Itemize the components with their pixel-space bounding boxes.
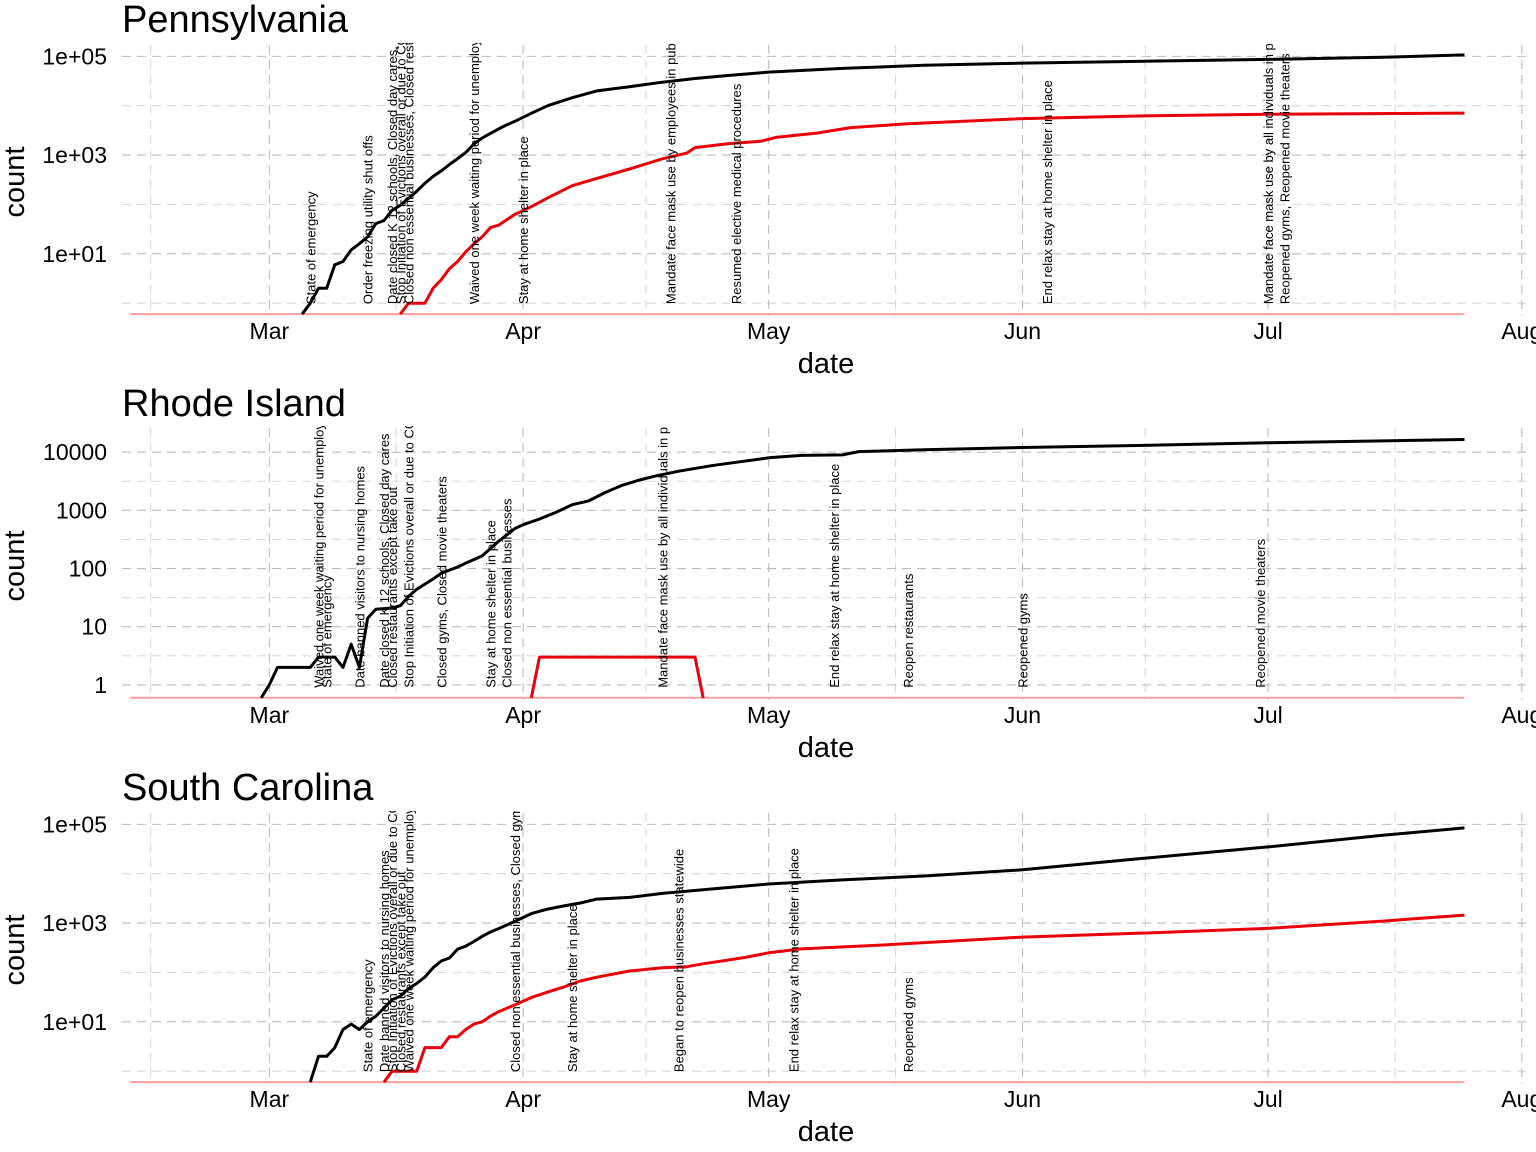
event-label: Order freezing utility shut offs <box>361 135 376 304</box>
x-tick-label: May <box>747 1086 791 1112</box>
x-tick-label: Apr <box>505 318 541 344</box>
y-tick-label: 1e+03 <box>42 910 107 936</box>
event-label: Date banned visitors to nursing homes <box>352 465 367 687</box>
series-line-red <box>529 655 705 699</box>
event-label: Closed restaurants except take out <box>393 871 408 1072</box>
event-label: Resumed elective medical procedures <box>729 83 744 304</box>
event-label: Reopened gyms, Reopened movie theaters <box>1277 53 1292 304</box>
event-label: Closed restaurants except take out <box>385 487 400 688</box>
plot-area: Mar Apr May Jun Jul Aug 1e+01 1e+03 1e+05 State o… <box>42 718 1536 1112</box>
x-tick-label: May <box>747 318 791 344</box>
y-tick-label: 10000 <box>43 439 107 465</box>
panel-title: Pennsylvania <box>122 0 349 41</box>
y-tick-label: 100 <box>69 556 107 582</box>
event-label: Closed non essential businesses, Closed … <box>508 800 523 1072</box>
y-tick-label: 1000 <box>56 497 107 523</box>
event-labels: State of emergency Date banned visitors t… <box>361 718 916 1072</box>
event-label: Reopen restaurants <box>901 573 916 688</box>
series-line-black <box>308 826 1465 1083</box>
event-label: Stay at home shelter in place <box>516 136 531 304</box>
x-tick-label: May <box>747 702 791 728</box>
y-tick-label: 1e+01 <box>42 241 107 267</box>
event-label: Stay at home shelter in place <box>483 520 498 688</box>
event-label: Date closed K 12 schools, Closed day car… <box>377 433 392 688</box>
event-labels: Waived one week waiting period for unemp… <box>312 334 1268 688</box>
event-label: Waived one week waiting period for unemp… <box>467 0 482 304</box>
x-tick-label: Mar <box>250 702 290 728</box>
y-tick-label: 1e+05 <box>42 43 107 69</box>
event-label: Closed non essential businesses, Closed … <box>402 0 417 304</box>
plot-area: Mar Apr May Jun Jul Aug 1e+01 1e+03 1e+05 State o… <box>42 0 1536 344</box>
event-label: Began to reopen businesses statewide <box>672 849 687 1072</box>
series-line-black <box>300 53 1465 316</box>
x-tick-label: Aug <box>1501 1086 1536 1112</box>
event-label: Reopened gyms <box>901 977 916 1072</box>
event-label: End relax stay at home shelter in place <box>786 848 801 1072</box>
y-axis-title: count <box>0 915 31 986</box>
event-label: Closed non essential businesses <box>500 498 515 688</box>
panel-south-carolina: South Carolina Mar Apr May Jun Jul Aug 1e+01 1e… <box>0 718 1536 1148</box>
x-tick-label: Jul <box>1253 318 1282 344</box>
y-axis-title: count <box>0 531 31 602</box>
event-label: Date closed K 12 schools, Closed day car… <box>385 0 400 304</box>
event-label: State of emergency <box>303 191 318 304</box>
series-line-red <box>399 111 1465 316</box>
event-label: Mandate face mask use by all individuals… <box>655 355 670 688</box>
x-tick-label: Jul <box>1253 702 1282 728</box>
x-tick-label: Jun <box>1004 1086 1041 1112</box>
x-tick-label: Jun <box>1004 702 1041 728</box>
x-tick-label: Apr <box>505 1086 541 1112</box>
event-label: Reopened gyms <box>1016 593 1031 688</box>
event-label: Waived one week waiting period for unemp… <box>402 718 417 1072</box>
event-label: Waived one week waiting period for unemp… <box>312 334 327 688</box>
x-axis-title: date <box>798 1116 854 1148</box>
panel-rhode-island: Rhode Island Mar Apr May Jun Jul Aug 1 10 100 100… <box>0 334 1536 764</box>
y-tick-label: 10 <box>81 614 107 640</box>
y-tick-label: 1e+01 <box>42 1009 107 1035</box>
event-label: State of emergency <box>361 959 376 1072</box>
y-tick-label: 1 <box>94 672 107 698</box>
event-label: State of emergency <box>320 575 335 688</box>
panel-pennsylvania: Pennsylvania Mar Apr May Jun Jul Aug 1e+01 1e+0… <box>0 0 1536 380</box>
event-label: Stop Initiation of Evictions overall or … <box>393 14 408 304</box>
event-label: Reopened movie theaters <box>1253 538 1268 687</box>
x-tick-label: Jun <box>1004 318 1041 344</box>
event-label: Mandate face mask use by all individuals… <box>1261 0 1276 304</box>
x-axis-title: date <box>798 732 854 764</box>
x-tick-label: Mar <box>250 1086 290 1112</box>
plot-area: Mar Apr May Jun Jul Aug 1 10 100 1000 10000 Waived … <box>43 334 1536 728</box>
event-label: Stay at home shelter in place <box>565 904 580 1072</box>
x-tick-label: Apr <box>505 702 541 728</box>
x-tick-label: Aug <box>1501 318 1536 344</box>
x-tick-label: Mar <box>250 318 290 344</box>
event-label: Date banned visitors to nursing homes <box>377 850 392 1072</box>
panel-title: Rhode Island <box>122 383 346 425</box>
event-label: End relax stay at home shelter in place <box>827 464 842 688</box>
y-tick-label: 1e+03 <box>42 142 107 168</box>
event-labels: State of emergency Order freezing utility… <box>303 0 1292 304</box>
event-label: Stop Initiation of Evictions overall or … <box>385 782 400 1072</box>
x-axis-title: date <box>798 348 854 380</box>
x-tick-label: Aug <box>1501 702 1536 728</box>
series-line-red <box>382 913 1465 1083</box>
event-label: Mandate face mask use by employees in pu… <box>664 0 679 304</box>
event-label: Stop Initiation of Evictions overall or … <box>402 397 417 687</box>
x-tick-label: Jul <box>1253 1086 1282 1112</box>
event-label: Closed gyms, Closed movie theaters <box>434 476 449 688</box>
y-axis-title: count <box>0 147 31 218</box>
y-tick-label: 1e+05 <box>42 811 107 837</box>
series-line-black <box>259 438 1465 699</box>
event-label: End relax stay at home shelter in place <box>1040 80 1055 304</box>
panel-title: South Carolina <box>122 767 374 809</box>
